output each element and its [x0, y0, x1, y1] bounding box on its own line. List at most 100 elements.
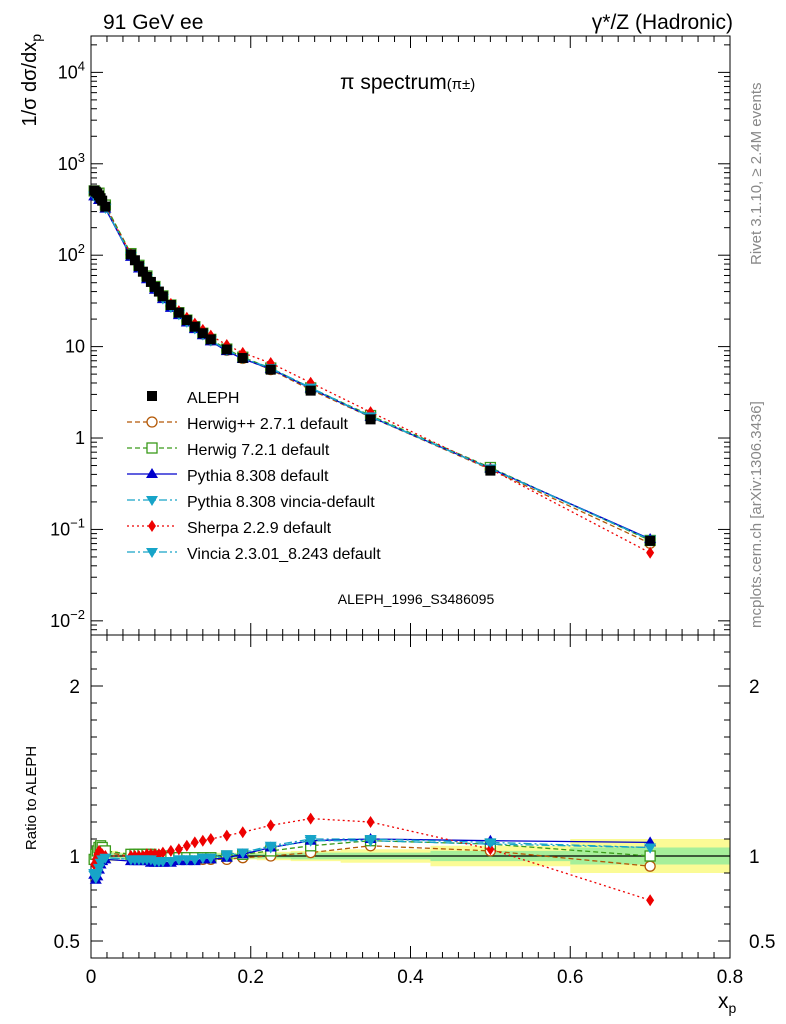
ratio-y-tick-label: 0.5 — [54, 932, 80, 953]
ratio-points-vincia — [88, 835, 657, 885]
legend-label: Herwig++ 2.7.1 default — [187, 416, 349, 433]
legend-label: Sherpa 2.2.9 default — [187, 520, 332, 537]
ratio-y-tick-label-right: 2 — [749, 677, 760, 698]
series-line-vincia — [93, 195, 651, 541]
series-line-pythia_vincia — [93, 195, 651, 541]
ratio-y-tick-label-right: 1 — [749, 847, 760, 868]
ratio-point-sherpa — [222, 829, 231, 842]
data-point-aleph — [141, 271, 152, 282]
ratio-point-sherpa — [158, 846, 167, 859]
ratio-point-sherpa — [486, 843, 495, 856]
ratio-point-vincia — [156, 857, 169, 868]
data-point-aleph — [265, 364, 276, 375]
y-tick-label: 102 — [58, 241, 85, 265]
plot-title: π spectrum(π±) — [340, 71, 475, 94]
y-tick-label: 104 — [58, 58, 85, 82]
ratio-y-tick-label: 1 — [69, 847, 80, 868]
legend-marker — [147, 391, 157, 401]
ratio-point-sherpa — [306, 812, 315, 825]
legend-marker — [146, 442, 158, 454]
ratio-point-sherpa — [198, 834, 207, 847]
legend-marker — [146, 548, 158, 558]
ratio-point-vincia — [304, 835, 317, 845]
data-point-aleph — [137, 266, 148, 277]
legend-label: Herwig 7.2.1 default — [187, 442, 330, 459]
legend-marker — [148, 520, 156, 532]
legend-marker — [146, 416, 158, 428]
ratio-point-sherpa — [238, 826, 247, 839]
side-label-rivet: Rivet 3.1.10, ≥ 2.4M events — [748, 83, 765, 266]
x-tick-label: 0.4 — [397, 967, 424, 988]
ratio-point-vincia — [264, 841, 277, 852]
data-point-aleph — [173, 307, 184, 318]
legend-marker — [146, 496, 158, 506]
data-point-aleph — [305, 385, 316, 396]
series-points-pythia_vincia — [88, 191, 657, 546]
data-point-aleph — [165, 300, 176, 311]
data-point-aleph — [221, 344, 232, 355]
data-point-sherpa — [646, 546, 655, 559]
series-line-herwig7 — [94, 190, 651, 542]
data-point-aleph — [189, 321, 200, 332]
ratio-point-sherpa — [174, 843, 183, 856]
data-point-aleph — [181, 315, 192, 326]
ratio-point-vincia — [364, 835, 377, 845]
ratio-point-vincia — [220, 850, 233, 861]
data-point-aleph — [129, 255, 140, 266]
ratio-plot: 0.5 0.5 1 1 2 2 0 0.2 0.4 0.6 0.8xp Ratio to ALEPH — [23, 634, 775, 1016]
ratio-y-tick-label: 2 — [69, 677, 80, 698]
ratio-plot-frame — [90, 634, 731, 959]
ratio-point-sherpa — [206, 833, 215, 845]
legend: ALEPH Herwig++ 2.7.1 default Herwig 7.2.1 … — [127, 390, 381, 563]
legend-label: Pythia 8.308 vincia-default — [187, 494, 375, 511]
data-point-aleph — [485, 465, 496, 476]
data-point-aleph — [133, 261, 144, 272]
legend-label: Pythia 8.308 default — [187, 468, 329, 485]
ratio-point-vincia — [164, 857, 177, 868]
series-points-pythia — [88, 190, 657, 544]
data-point-aleph — [197, 328, 208, 339]
series-points-herwig7 — [88, 185, 656, 547]
data-point-aleph — [100, 201, 111, 212]
ratio-point-vincia — [196, 853, 209, 864]
ratio-point-sherpa — [646, 894, 655, 907]
header-left: 91 GeV ee — [103, 11, 203, 34]
data-point-aleph — [157, 291, 168, 302]
reference-points-aleph — [89, 185, 656, 546]
y-tick-label: 103 — [58, 150, 85, 174]
ratio-point-vincia — [204, 853, 217, 864]
ratio-point-vincia — [188, 855, 201, 866]
ratio-point-vincia — [99, 853, 112, 864]
ratio-y-tick-label-right: 0.5 — [749, 932, 775, 953]
ratio-point-herwigpp — [644, 860, 656, 872]
series-line-pythia — [93, 196, 651, 540]
main-y-axis-label: 1/σ dσ/dxp — [19, 34, 44, 127]
analysis-watermark: ALEPH_1996_S3486095 — [338, 591, 495, 607]
ratio-point-sherpa — [182, 839, 191, 852]
x-tick-label: 0.8 — [717, 967, 743, 988]
side-label-mcplots: mcplots.cern.ch [arXiv:1306.3436] — [748, 401, 765, 628]
header-right: γ*/Z (Hadronic) — [592, 11, 733, 34]
y-tick-label: 10−2 — [50, 607, 85, 631]
ratio-point-vincia — [644, 843, 657, 854]
legend-marker — [146, 468, 158, 478]
data-point-aleph — [97, 195, 108, 206]
data-point-aleph — [645, 535, 656, 546]
ratio-point-sherpa — [190, 836, 199, 849]
ratio-point-sherpa — [166, 844, 175, 857]
ratio-point-vincia — [484, 838, 497, 849]
legend-label: Vincia 2.3.01_8.243 default — [187, 546, 381, 563]
series-points-vincia — [88, 191, 657, 546]
data-point-aleph — [125, 249, 136, 260]
x-tick-label: 0.6 — [557, 967, 583, 988]
x-tick-label: 0 — [86, 967, 97, 988]
ratio-point-sherpa — [266, 819, 275, 832]
data-point-aleph — [237, 353, 248, 364]
data-point-aleph — [205, 334, 216, 345]
ratio-y-axis-label: Ratio to ALEPH — [23, 746, 40, 850]
series-line-herwigpp — [94, 191, 651, 544]
x-tick-label: 0.2 — [238, 967, 264, 988]
y-tick-label: 1 — [75, 428, 85, 448]
